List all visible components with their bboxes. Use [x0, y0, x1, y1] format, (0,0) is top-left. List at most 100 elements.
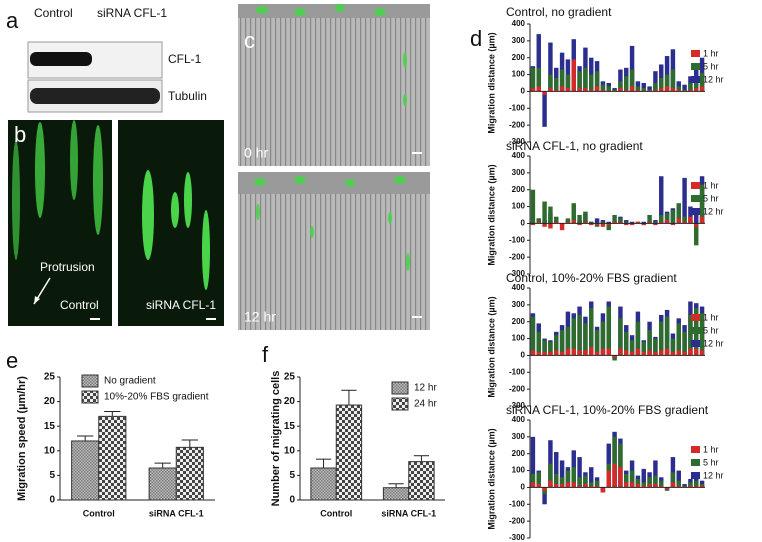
- bar: [694, 223, 699, 246]
- bar: [577, 223, 582, 226]
- caption: siRNA CFL-1: [146, 298, 216, 312]
- bar: [629, 221, 635, 224]
- bar: [659, 77, 664, 92]
- row-label: Tubulin: [168, 89, 207, 103]
- scale-bar: [90, 318, 100, 320]
- y-tick-label: 0: [521, 87, 526, 96]
- arrow-head: [34, 296, 40, 304]
- bar: [548, 206, 553, 224]
- bar: [530, 223, 536, 226]
- bar: [589, 223, 594, 226]
- y-tick-label: -200: [509, 384, 526, 393]
- legend-swatch: [691, 446, 700, 453]
- bar: [647, 221, 652, 224]
- bar: [670, 223, 676, 226]
- bar: [548, 352, 553, 356]
- bar: [554, 484, 559, 488]
- bar: [589, 221, 594, 224]
- bar: [594, 71, 600, 92]
- bar: [571, 482, 576, 488]
- bar: [624, 473, 629, 488]
- bar: [589, 467, 594, 488]
- y-tick-label: 400: [512, 283, 526, 292]
- bar: [624, 331, 629, 356]
- bar: [635, 348, 641, 356]
- bar: [542, 91, 547, 127]
- bar: [647, 477, 652, 488]
- cell: [142, 170, 154, 260]
- cell: [171, 192, 179, 228]
- bar: [554, 335, 559, 356]
- bar: [659, 221, 664, 224]
- legend-label: 1 hr: [703, 48, 719, 58]
- y-tick-label: 300: [512, 300, 526, 309]
- cell: [184, 172, 192, 228]
- bar: [676, 218, 681, 224]
- bar: [641, 341, 646, 356]
- legend-swatch: [691, 182, 700, 189]
- bar: [583, 221, 588, 224]
- y-tick-label: 0: [289, 495, 295, 506]
- bar: [577, 485, 582, 488]
- bar: [554, 473, 559, 488]
- y-tick-label: 15: [284, 421, 296, 432]
- y-tick-label: -300: [509, 137, 526, 146]
- bar: [542, 223, 547, 227]
- bar: [688, 485, 693, 488]
- bar: [559, 460, 565, 488]
- legend-swatch: [391, 381, 409, 395]
- bar: [694, 485, 699, 488]
- bar: [536, 352, 541, 356]
- bar: [559, 352, 565, 356]
- legend-label: 5 hr: [703, 457, 719, 467]
- bar: [653, 352, 658, 356]
- chart-title: siRNA CFL-1, no gradient: [506, 139, 643, 153]
- y-tick-label: 0: [49, 495, 55, 506]
- bar: [571, 348, 576, 356]
- bar: [565, 482, 571, 488]
- y-tick-label: -300: [509, 401, 526, 410]
- bar: [530, 350, 536, 356]
- bar: [577, 88, 582, 92]
- bar: [600, 84, 606, 92]
- caption: Control: [60, 298, 99, 312]
- panel-label: a: [6, 8, 19, 33]
- chart-title: Control, 10%-20% FBS gradient: [506, 271, 677, 285]
- bar: [530, 189, 536, 224]
- bar: [536, 221, 541, 224]
- cell: [93, 125, 103, 235]
- bar: [670, 88, 676, 92]
- micrograph: [238, 172, 430, 330]
- bar: [565, 348, 571, 356]
- bar: [571, 220, 576, 224]
- bar: [653, 223, 658, 226]
- y-tick-label: 0: [521, 483, 526, 492]
- y-tick-label: 5: [49, 470, 55, 481]
- bar: [594, 330, 600, 356]
- bar: [624, 350, 629, 356]
- bar: [606, 306, 611, 356]
- bar: [98, 415, 127, 501]
- bar: [670, 482, 676, 488]
- bar: [688, 89, 693, 92]
- bar: [676, 480, 681, 488]
- bar: [670, 352, 676, 356]
- bar: [536, 86, 541, 92]
- bar: [559, 484, 565, 488]
- bar: [559, 330, 565, 356]
- legend-label: 10%-20% FBS gradient: [104, 392, 209, 403]
- bar: [694, 88, 699, 92]
- legend-swatch: [81, 390, 99, 404]
- y-tick-label: -300: [509, 533, 526, 542]
- bar: [71, 440, 100, 501]
- bar: [629, 482, 635, 488]
- bar: [670, 69, 676, 92]
- bar: [542, 201, 547, 224]
- bar: [559, 477, 565, 488]
- bar: [647, 350, 652, 356]
- bar: [175, 446, 204, 501]
- x-tick-label: Control: [320, 508, 352, 518]
- bar: [624, 76, 629, 92]
- bar: [577, 314, 582, 356]
- y-tick-label: -100: [509, 103, 526, 112]
